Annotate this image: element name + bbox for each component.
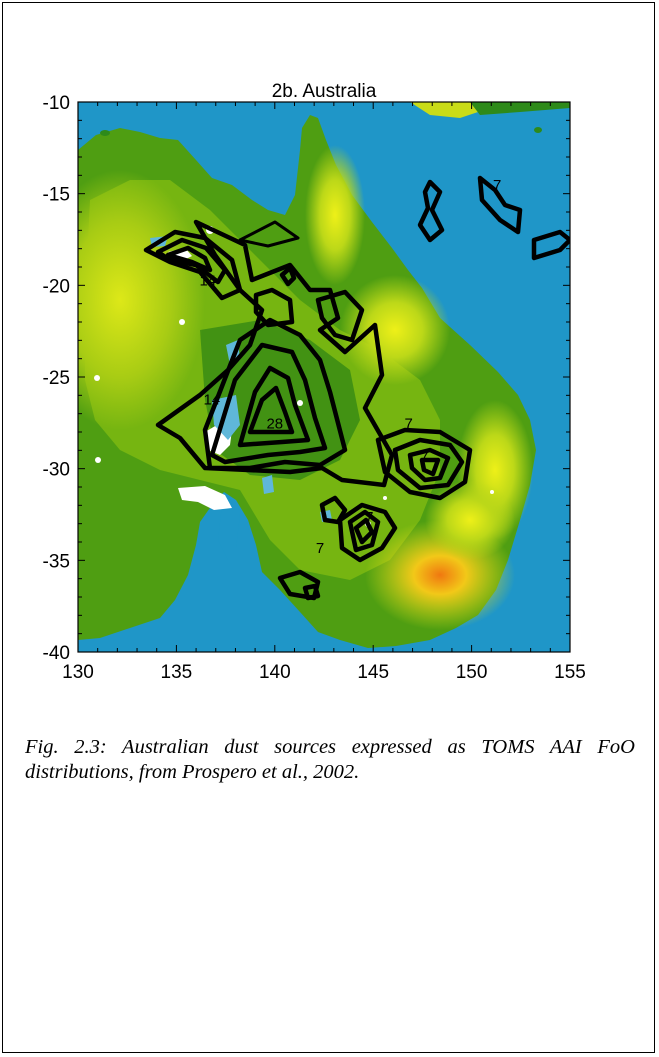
lake — [297, 400, 303, 406]
contour-line — [209, 342, 328, 465]
contour-label: 7 — [420, 448, 428, 465]
contour-lines — [143, 175, 570, 601]
x-axis: 130 135 140 145 150 155 — [62, 102, 586, 683]
papua-coast-green — [470, 102, 570, 115]
contour-line — [237, 365, 311, 448]
lake-blue — [262, 475, 274, 494]
contour-line — [253, 287, 295, 328]
x-tick-label: 145 — [357, 662, 389, 683]
x-tick-label: 155 — [554, 662, 586, 683]
contour-label: 7 — [316, 540, 324, 557]
island — [100, 130, 110, 136]
contour-line — [165, 245, 213, 273]
contour-line — [417, 179, 445, 243]
contour-label: 14 — [203, 392, 220, 409]
contour-line — [155, 219, 395, 488]
lake — [94, 375, 100, 381]
y-tick-label: -35 — [43, 551, 70, 572]
x-tick-label: 140 — [259, 662, 291, 683]
contour-label: 7 — [404, 415, 412, 432]
y-axis: -10 -15 -20 -25 -30 -35 -40 — [43, 93, 570, 664]
y-tick-label: -30 — [43, 460, 70, 481]
spencer-gulf — [218, 498, 240, 560]
island — [534, 127, 542, 133]
contour-line — [392, 437, 465, 491]
contour-line — [315, 289, 365, 343]
queensland-highland — [340, 275, 450, 385]
contour-line — [247, 385, 295, 435]
x-tick-label: 130 — [62, 662, 94, 683]
contour-line — [353, 517, 375, 545]
contour-label: 7 — [493, 177, 501, 194]
contour-line — [477, 175, 523, 235]
west-plateau — [78, 170, 205, 430]
papua-coast — [410, 102, 478, 118]
lake-torrens — [178, 486, 232, 510]
contour-line — [419, 457, 441, 477]
contour-line — [302, 583, 321, 601]
x-tick-label: 150 — [456, 662, 488, 683]
contour-label: 28 — [266, 415, 283, 432]
lake — [490, 490, 494, 494]
contour-line — [347, 509, 381, 553]
contour-label: 7 — [365, 509, 373, 526]
contour-line — [155, 237, 228, 285]
contour-line — [319, 495, 348, 525]
contour-line — [279, 265, 297, 287]
cape-york-highland — [305, 145, 365, 285]
contour-line — [531, 229, 570, 261]
lake — [383, 496, 387, 500]
y-tick-label: -15 — [43, 185, 70, 206]
y-tick-label: -40 — [43, 643, 70, 664]
figure-caption: Fig. 2.3: Australian dust sources expres… — [25, 736, 635, 783]
nsw-highland — [425, 480, 515, 560]
contour-line — [375, 427, 473, 501]
map-title: 2b. Australia — [272, 81, 377, 102]
y-tick-label: -10 — [43, 93, 70, 114]
y-tick-label: -25 — [43, 368, 70, 389]
y-tick-label: -20 — [43, 276, 70, 297]
contour-line — [238, 220, 300, 248]
x-tick-label: 135 — [161, 662, 193, 683]
contour-line — [407, 447, 451, 483]
contour-label: 14 — [200, 272, 217, 289]
lake — [95, 457, 101, 463]
contour-line — [337, 502, 398, 563]
lake — [179, 319, 185, 325]
